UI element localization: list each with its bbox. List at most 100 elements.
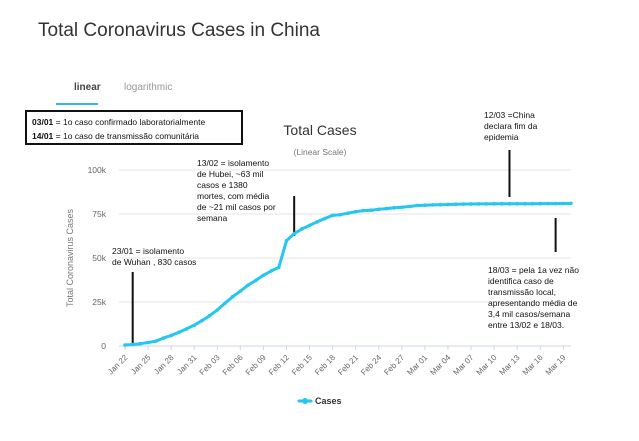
x-tick-label: Feb 09 — [244, 353, 268, 377]
x-tick-label: Mar 13 — [498, 353, 522, 377]
data-point — [392, 206, 396, 210]
data-point — [215, 308, 220, 312]
data-point — [276, 265, 281, 270]
data-point — [400, 205, 404, 210]
data-point — [523, 201, 527, 206]
data-point — [430, 203, 435, 207]
data-point — [369, 208, 373, 213]
x-tick-label: Feb 27 — [382, 353, 406, 377]
data-point — [538, 201, 543, 206]
data-point — [292, 231, 296, 236]
annotation-local-transmission: 18/03 = pela 1a vez não identifica caso … — [488, 265, 579, 330]
x-tick-label: Jan 25 — [129, 353, 153, 377]
x-tick-label: Mar 16 — [521, 353, 545, 377]
info-box-date-2: 14/01 — [32, 131, 54, 141]
data-point — [138, 341, 143, 346]
data-point — [269, 269, 273, 273]
data-point — [284, 238, 289, 243]
data-point — [230, 294, 235, 299]
data-point — [346, 211, 350, 215]
y-axis-label: Total Coronavirus Cases — [65, 208, 75, 307]
data-point — [300, 227, 304, 231]
data-point — [177, 330, 181, 335]
data-point — [546, 201, 550, 206]
annotation-wuhan: 23/01 = isolamento de Wuhan , 830 casos — [112, 246, 197, 267]
data-point — [361, 208, 366, 213]
x-tick-label: Feb 21 — [336, 353, 360, 377]
info-box-date-1: 03/01 — [32, 117, 54, 127]
data-point — [515, 201, 519, 206]
data-point — [338, 212, 343, 217]
chart-subtitle: (Linear Scale) — [294, 147, 347, 157]
data-point — [415, 203, 420, 208]
data-point — [469, 202, 473, 206]
data-point — [153, 339, 158, 343]
data-point — [453, 202, 458, 207]
data-point — [123, 343, 127, 347]
data-point — [130, 342, 135, 347]
x-tick-label: Mar 10 — [475, 353, 499, 377]
data-point — [507, 201, 512, 206]
x-tick-label: Mar 07 — [451, 353, 475, 377]
data-point — [499, 202, 504, 206]
y-tick-label: 0 — [101, 341, 106, 351]
data-point — [384, 206, 389, 211]
data-point — [561, 201, 566, 206]
data-point — [484, 202, 489, 206]
x-tick-label: Feb 18 — [313, 353, 337, 377]
x-tick-label: Mar 04 — [428, 353, 452, 377]
data-point — [553, 201, 558, 206]
data-point — [330, 213, 335, 218]
data-point — [192, 323, 197, 328]
data-point — [376, 207, 381, 212]
data-point — [476, 202, 481, 206]
data-point — [492, 202, 496, 206]
data-point — [353, 209, 358, 214]
y-tick-label: 50k — [92, 253, 106, 263]
x-tick-label: Mar 19 — [544, 353, 568, 377]
info-box: 03/01 = 1o caso confirmado laboratorialm… — [25, 110, 243, 145]
x-tick-label: Feb 03 — [198, 353, 222, 377]
data-point — [530, 201, 535, 206]
data-point — [169, 333, 173, 338]
data-point — [246, 283, 250, 287]
data-point — [200, 318, 204, 323]
chart-title: Total Cases — [283, 122, 356, 138]
data-point — [438, 202, 443, 207]
annotation-end-epidemic: 12/03 =China declara fim da epidemia — [484, 110, 538, 142]
info-box-text-1: = 1o caso confirmado laboratorialmente — [53, 117, 206, 127]
data-point — [184, 327, 189, 331]
x-tick-label: Feb 06 — [221, 353, 245, 377]
data-point — [423, 203, 427, 207]
active-tab-indicator — [56, 103, 98, 105]
x-tick-label: Feb 12 — [267, 353, 291, 377]
annotation-hubei: 13/02 = isolamento de Hubei, ~63 mil cas… — [197, 158, 276, 223]
tab-linear[interactable]: linear — [74, 82, 101, 93]
data-point — [446, 202, 450, 207]
legend-label-cases: Cases — [315, 396, 342, 406]
page-title: Total Coronavirus Cases in China — [38, 20, 320, 41]
x-tick-label: Feb 15 — [290, 353, 314, 377]
x-tick-label: Jan 31 — [175, 353, 199, 377]
y-tick-label: 100k — [88, 165, 107, 175]
tab-logarithmic[interactable]: logarithmic — [124, 82, 173, 93]
data-point — [569, 201, 573, 206]
data-point — [238, 289, 243, 293]
x-tick-label: Jan 22 — [106, 353, 130, 377]
data-point — [307, 223, 312, 228]
y-tick-label: 25k — [92, 297, 106, 307]
x-tick-label: Mar 01 — [405, 353, 429, 377]
x-tick-label: Feb 24 — [359, 353, 383, 377]
y-tick-label: 75k — [92, 209, 106, 219]
info-box-text-2: = 1o caso de transmissão comunitária — [53, 131, 200, 141]
data-point — [146, 340, 150, 345]
data-point — [315, 220, 320, 224]
data-point — [161, 336, 166, 340]
data-point — [207, 313, 212, 318]
data-point — [261, 273, 266, 278]
data-point — [461, 202, 466, 206]
data-point — [223, 301, 227, 305]
data-point — [407, 204, 412, 209]
legend-symbol-marker — [302, 398, 308, 404]
